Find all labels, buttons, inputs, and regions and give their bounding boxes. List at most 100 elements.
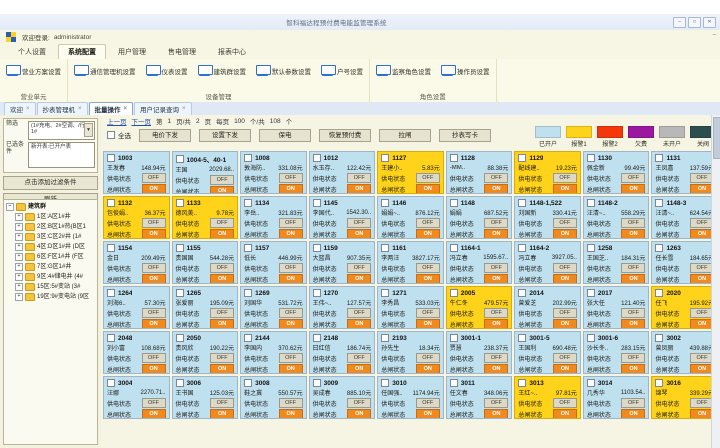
card-checkbox[interactable] — [586, 199, 595, 207]
valve-status-value[interactable]: ON — [347, 229, 372, 238]
card-checkbox[interactable] — [312, 199, 321, 207]
valve-status-value[interactable]: ON — [621, 364, 646, 373]
meter-card[interactable]: 3010 任国强.. 1174.94元 供电状态 OFF 总闸状态 ON — [377, 376, 444, 419]
power-status-value[interactable]: OFF — [415, 173, 440, 183]
card-checkbox[interactable] — [381, 379, 390, 387]
action-button-5[interactable]: 抄表写卡 — [439, 128, 491, 142]
card-checkbox[interactable] — [655, 154, 664, 162]
valve-status-value[interactable]: ON — [347, 274, 372, 283]
expand-icon[interactable]: + — [15, 293, 23, 301]
meter-card[interactable]: 1004-5、40-1 王国 2029.68.. 供电状态 OFF 总闸状态 ON — [171, 151, 239, 194]
valve-status-value[interactable]: ON — [621, 229, 646, 238]
meter-card[interactable]: 3001-6 沙长冬.. 283.15元 供电状态 OFF 总闸状态 ON — [582, 331, 650, 374]
meter-card[interactable]: 3008 鞋之冀 550.57元 供电状态 OFF 总闸状态 ON — [240, 376, 307, 419]
ribbon-button-1-2[interactable]: 建筑群设置 — [195, 63, 250, 78]
minimize-button[interactable]: – — [673, 16, 686, 28]
power-status-value[interactable]: OFF — [415, 218, 440, 228]
card-checkbox[interactable] — [381, 244, 390, 252]
valve-status-value[interactable]: ON — [552, 319, 577, 328]
card-checkbox[interactable] — [586, 334, 595, 342]
meter-card[interactable]: 1269 刘国华 531.72元 供电状态 OFF 总闸状态 ON — [240, 286, 307, 329]
meter-card[interactable]: 1134 李岳.. 321.83元 供电状态 OFF 总闸状态 ON — [240, 196, 307, 239]
meter-card[interactable]: 1145 李国代.. 1542.30.. 供电状态 OFF 总闸状态 ON — [308, 196, 376, 239]
card-checkbox[interactable] — [244, 244, 253, 252]
power-status-value[interactable]: OFF — [484, 398, 509, 408]
document-tab-1[interactable]: 抄表管理机 × — [36, 101, 88, 116]
next-page-link[interactable]: 下一页 — [131, 119, 152, 126]
card-checkbox[interactable] — [107, 289, 115, 297]
power-status-value[interactable]: OFF — [278, 398, 303, 408]
power-status-value[interactable]: OFF — [141, 173, 166, 183]
power-status-value[interactable]: OFF — [278, 173, 303, 183]
valve-status-value[interactable]: ON — [415, 229, 440, 238]
ribbon-button-1-3[interactable]: 默认参数设置 — [253, 63, 314, 78]
tree-node-2[interactable]: +3区:C区2#井 (1# — [6, 232, 95, 242]
meter-card[interactable]: 1128 -MM.. 88.38元 供电状态 OFF 总闸状态 ON — [445, 151, 513, 194]
meter-card[interactable]: 1258 王国芝.. 184.31元 供电状态 OFF 总闸状态 ON — [582, 241, 650, 284]
card-checkbox[interactable] — [244, 199, 253, 207]
valve-status-value[interactable]: ON — [278, 274, 303, 283]
tree-node-3[interactable]: +4区:D区1#井 (D区 — [6, 242, 95, 252]
power-status-value[interactable]: OFF — [621, 308, 646, 318]
ribbon-button-2-1[interactable]: 操作员设置 — [438, 63, 493, 78]
power-status-value[interactable]: OFF — [278, 308, 303, 318]
tree-node-1[interactable]: +2区:B区1#热(B区1 — [6, 222, 95, 232]
valve-status-value[interactable]: ON — [210, 319, 235, 328]
power-status-value[interactable]: OFF — [552, 353, 577, 363]
card-checkbox[interactable] — [107, 244, 115, 252]
power-status-value[interactable]: OFF — [552, 173, 577, 183]
power-status-value[interactable]: OFF — [484, 308, 509, 318]
card-checkbox[interactable] — [175, 244, 184, 252]
ribbon-tab-0[interactable]: 个人设置 — [18, 49, 46, 56]
card-checkbox[interactable] — [586, 154, 595, 162]
power-status-value[interactable]: OFF — [415, 398, 440, 408]
meter-card[interactable]: 3006 王书国 125.03元 供电状态 OFF 总闸状态 ON — [171, 376, 239, 419]
valve-status-value[interactable]: ON — [552, 364, 577, 373]
power-status-value[interactable]: OFF — [415, 353, 440, 363]
card-checkbox[interactable] — [449, 334, 458, 342]
card-checkbox[interactable] — [312, 334, 321, 342]
valve-status-value[interactable]: ON — [210, 409, 235, 418]
expand-icon[interactable]: + — [15, 263, 23, 271]
valve-status-value[interactable]: ON — [278, 319, 303, 328]
power-status-value[interactable]: OFF — [347, 263, 372, 273]
valve-status-value[interactable]: ON — [484, 274, 509, 283]
card-checkbox[interactable] — [244, 334, 253, 342]
meter-card[interactable]: 1012 水玉存.. 122.42元 供电状态 OFF 总闸状态 ON — [308, 151, 376, 194]
valve-status-value[interactable]: ON — [484, 184, 509, 193]
power-status-value[interactable]: OFF — [621, 218, 646, 228]
meter-card[interactable]: 3016 锦琴 339.29元 供电状态 OFF 总闸状态 ON — [651, 376, 718, 419]
ribbon-button-2-0[interactable]: 监察角色设置 — [373, 63, 434, 78]
power-status-value[interactable]: OFF — [210, 263, 235, 273]
card-checkbox[interactable] — [244, 289, 253, 297]
valve-status-value[interactable]: ON — [484, 364, 509, 373]
valve-status-value[interactable]: ON — [552, 274, 577, 283]
tree-node-6[interactable]: +9区:4#储电井 (4# — [6, 272, 95, 282]
document-tab-0[interactable]: 欢迎 × — [4, 101, 36, 116]
valve-status-value[interactable]: ON — [141, 184, 166, 193]
close-icon[interactable]: × — [26, 105, 30, 112]
card-checkbox[interactable] — [107, 154, 115, 162]
meter-card[interactable]: 1003 王发春 148.94元 供电状态 OFF 总闸状态 ON — [103, 151, 170, 194]
card-checkbox[interactable] — [175, 289, 184, 297]
power-status-value[interactable]: OFF — [141, 218, 166, 228]
add-filter-button[interactable]: 点击添加过滤条件 — [3, 176, 98, 190]
valve-status-value[interactable]: ON — [415, 364, 440, 373]
meter-card[interactable]: 1008 敦海防.. 331.08元 供电状态 OFF 总闸状态 ON — [240, 151, 307, 194]
prev-page-link[interactable]: 上一页 — [107, 119, 127, 126]
close-button[interactable]: ✕ — [703, 16, 716, 28]
valve-status-value[interactable]: ON — [278, 229, 303, 238]
meter-card[interactable]: 1129 配线建.. 19.23元 供电状态 OFF 总闸状态 ON — [514, 151, 581, 194]
power-status-value[interactable]: OFF — [210, 218, 235, 228]
card-checkbox[interactable] — [449, 154, 458, 162]
valve-status-value[interactable]: ON — [415, 274, 440, 283]
meter-card[interactable]: 1159 大篮昌 907.35元 供电状态 OFF 总闸状态 ON — [308, 241, 376, 284]
meter-card[interactable]: 1164-2 冯立春 3927.05.. 供电状态 OFF 总闸状态 ON — [514, 241, 581, 284]
action-button-4[interactable]: 拉闸 — [379, 128, 431, 142]
expand-icon[interactable]: + — [15, 233, 23, 241]
card-checkbox[interactable] — [175, 199, 184, 207]
meter-card[interactable]: 2048 刘小富 108.68元 供电状态 OFF 总闸状态 ON — [103, 331, 170, 374]
card-checkbox[interactable] — [449, 379, 458, 387]
valve-status-value[interactable]: ON — [621, 184, 646, 193]
card-checkbox[interactable] — [518, 379, 527, 387]
